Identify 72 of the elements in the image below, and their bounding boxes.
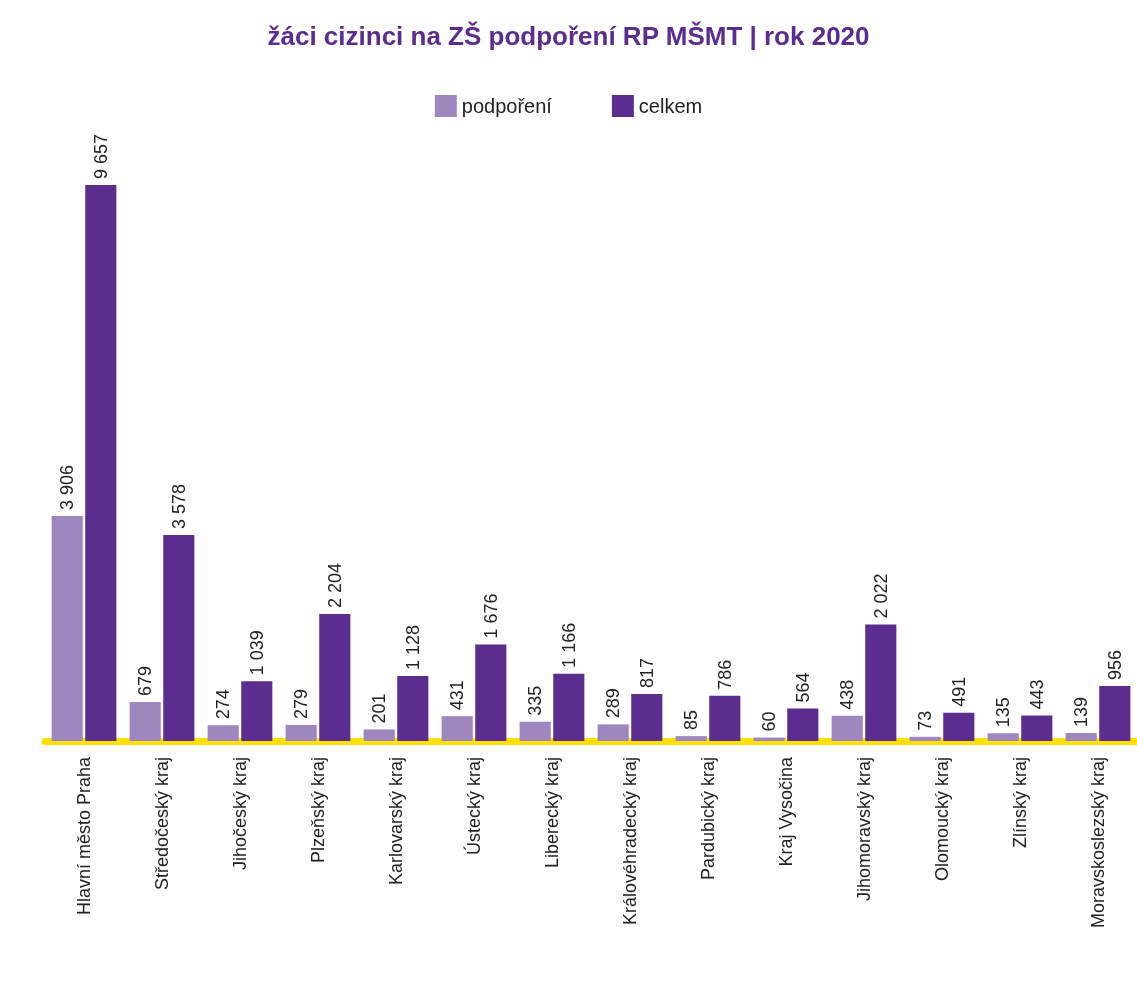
x-tick-label: Ústecký kraj bbox=[463, 757, 484, 856]
x-tick-label: Karlovarský kraj bbox=[386, 757, 406, 886]
data-label: 491 bbox=[948, 676, 969, 707]
data-label: 73 bbox=[915, 710, 936, 731]
data-label: 279 bbox=[291, 688, 312, 719]
data-label: 135 bbox=[993, 697, 1014, 728]
data-label: 431 bbox=[447, 680, 468, 711]
data-label: 564 bbox=[792, 672, 813, 703]
data-label: 1 128 bbox=[402, 625, 423, 671]
data-label: 1 039 bbox=[246, 630, 267, 676]
bar bbox=[675, 736, 707, 741]
bar bbox=[285, 724, 317, 741]
data-label: 679 bbox=[135, 665, 156, 696]
bar bbox=[129, 701, 161, 741]
bar bbox=[943, 712, 975, 741]
x-tick-label: Jihočeský kraj bbox=[230, 757, 250, 871]
bar bbox=[519, 721, 551, 741]
bar bbox=[319, 614, 351, 741]
data-label: 3 906 bbox=[57, 465, 78, 511]
data-label: 1 676 bbox=[480, 593, 501, 639]
data-label: 9 657 bbox=[90, 133, 111, 179]
bar bbox=[597, 724, 629, 741]
bar bbox=[553, 673, 585, 741]
chart-title: žáci cizinci na ZŠ podpoření RP MŠMT | rok 2020 bbox=[267, 21, 870, 51]
data-label: 2 204 bbox=[324, 563, 345, 609]
bar bbox=[85, 185, 117, 741]
x-tick-label: Plzeňský kraj bbox=[308, 757, 328, 864]
data-label: 3 578 bbox=[168, 483, 189, 529]
bar bbox=[831, 715, 863, 741]
bar bbox=[787, 708, 819, 741]
bar bbox=[441, 716, 473, 741]
data-label: 438 bbox=[837, 679, 858, 710]
bar bbox=[1065, 733, 1097, 741]
bar bbox=[163, 535, 195, 741]
x-tick-label: Hlavní město Praha bbox=[74, 756, 94, 916]
bar bbox=[1099, 685, 1131, 741]
bar bbox=[909, 736, 941, 741]
bar bbox=[709, 695, 741, 741]
data-label: 85 bbox=[681, 710, 702, 731]
bar bbox=[475, 644, 507, 741]
x-tick-label: Jihomoravský kraj bbox=[854, 757, 874, 902]
bar bbox=[397, 676, 429, 741]
bar bbox=[363, 729, 395, 741]
bar bbox=[207, 725, 239, 741]
data-label: 289 bbox=[603, 688, 624, 719]
data-label: 335 bbox=[525, 685, 546, 716]
data-label: 139 bbox=[1071, 696, 1092, 727]
bar bbox=[631, 693, 663, 741]
data-label: 956 bbox=[1104, 649, 1125, 680]
data-label: 2 022 bbox=[870, 573, 891, 619]
x-tick-label: Kraj Vysočina bbox=[776, 756, 796, 867]
data-label: 274 bbox=[213, 689, 234, 720]
bar bbox=[987, 733, 1019, 741]
x-tick-label: Liberecký kraj bbox=[542, 757, 562, 869]
bar bbox=[865, 624, 897, 741]
data-label: 817 bbox=[636, 657, 657, 688]
bar bbox=[51, 516, 83, 741]
data-label: 443 bbox=[1026, 679, 1047, 710]
data-label: 60 bbox=[759, 711, 780, 732]
x-tick-label: Moravskoslezský kraj bbox=[1088, 757, 1108, 929]
data-label: 1 166 bbox=[558, 622, 579, 668]
legend-label: podpoření bbox=[461, 95, 553, 117]
x-tick-label: Pardubický kraj bbox=[698, 757, 718, 881]
bar bbox=[1021, 715, 1053, 741]
x-tick-label: Olomoucký kraj bbox=[932, 757, 952, 882]
bar bbox=[241, 681, 273, 741]
x-tick-label: Středočeský kraj bbox=[152, 757, 172, 891]
data-label: 786 bbox=[714, 659, 735, 690]
data-label: 201 bbox=[369, 693, 390, 724]
x-tick-label: Královéhradecký kraj bbox=[620, 757, 640, 926]
legend-label: celkem bbox=[638, 95, 703, 117]
x-tick-label: Zlínský kraj bbox=[1010, 757, 1030, 849]
